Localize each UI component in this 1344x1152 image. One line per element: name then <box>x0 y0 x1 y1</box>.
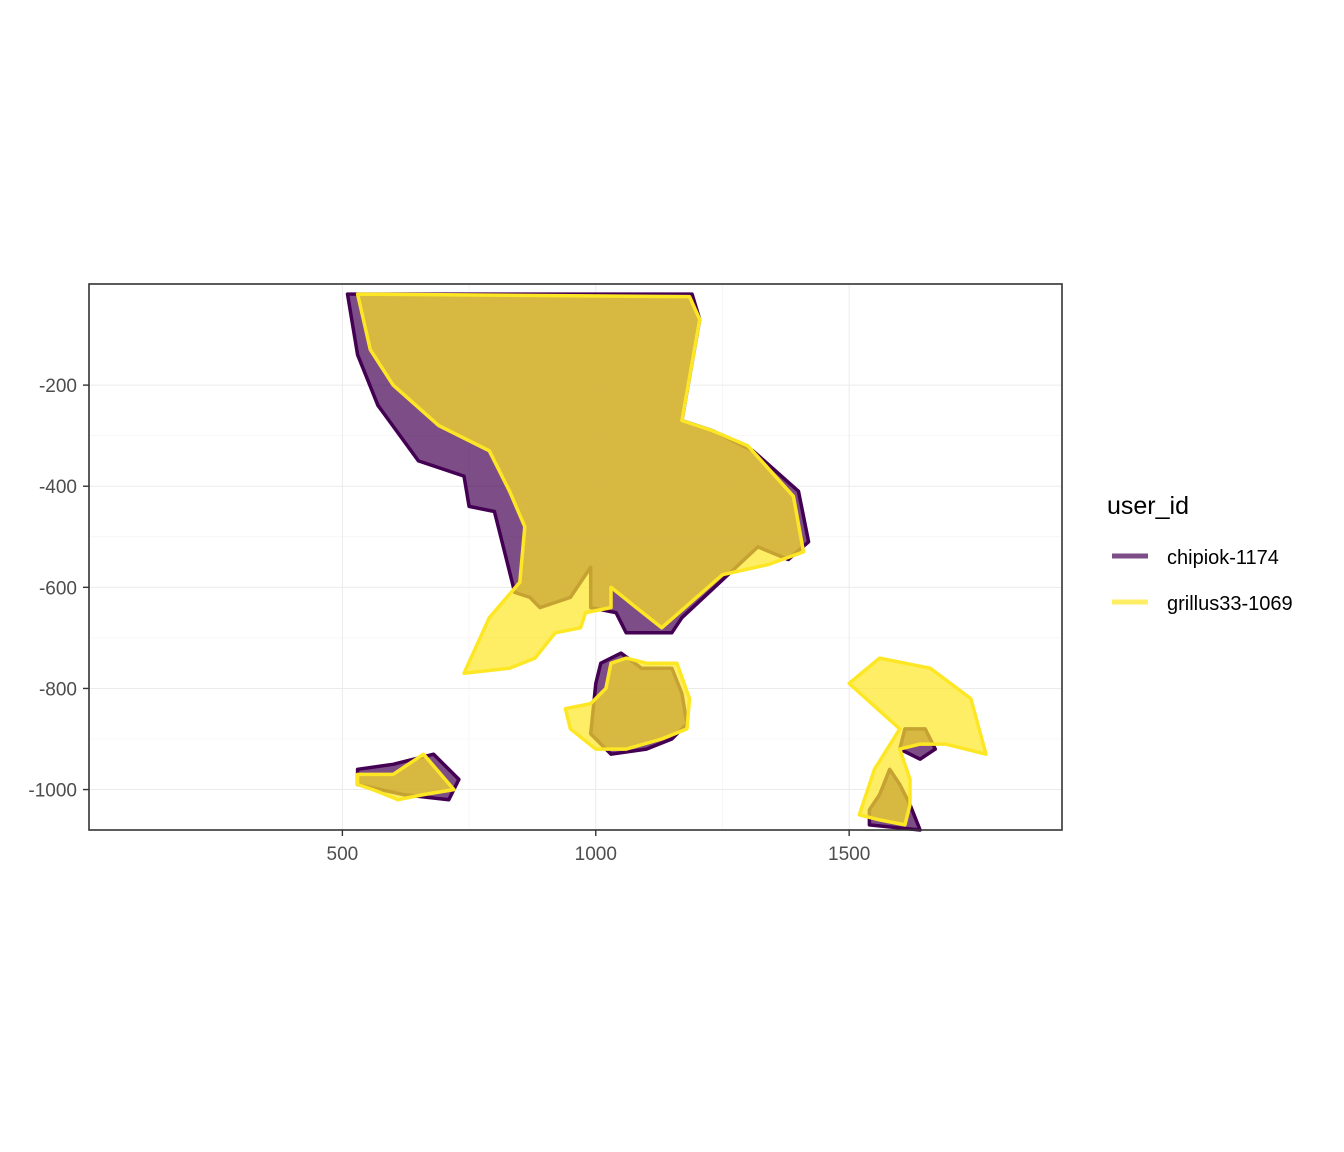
x-tick-label: 1500 <box>828 844 870 865</box>
x-tick-label: 1000 <box>575 844 617 865</box>
polygon-grillus33-1069-3 <box>847 656 988 827</box>
y-tick-label: -600 <box>39 578 77 599</box>
legend-label-grillus: grillus33-1069 <box>1167 593 1293 615</box>
y-tick-label: -200 <box>39 376 77 397</box>
axis-ticks: 500 1000 1500 -200 -400 -600 -800 -1000 <box>28 376 870 865</box>
y-tick-label: -800 <box>39 679 77 700</box>
y-tick-label: -1000 <box>28 781 77 802</box>
y-tick-label: -400 <box>39 477 77 498</box>
polygon-grillus33-1069-0 <box>355 292 806 676</box>
legend: user_id chipiok-1174 grillus33-1069 <box>1107 492 1293 615</box>
x-tick-label: 500 <box>327 844 359 865</box>
panel-border <box>88 283 1063 831</box>
polygon-grillus33-1069-2 <box>355 752 456 802</box>
legend-title: user_id <box>1107 492 1189 520</box>
plot-polygons <box>345 292 988 832</box>
polygon-grillus33-1069-1 <box>563 656 692 751</box>
legend-label-chipiok: chipiok-1174 <box>1167 547 1279 569</box>
